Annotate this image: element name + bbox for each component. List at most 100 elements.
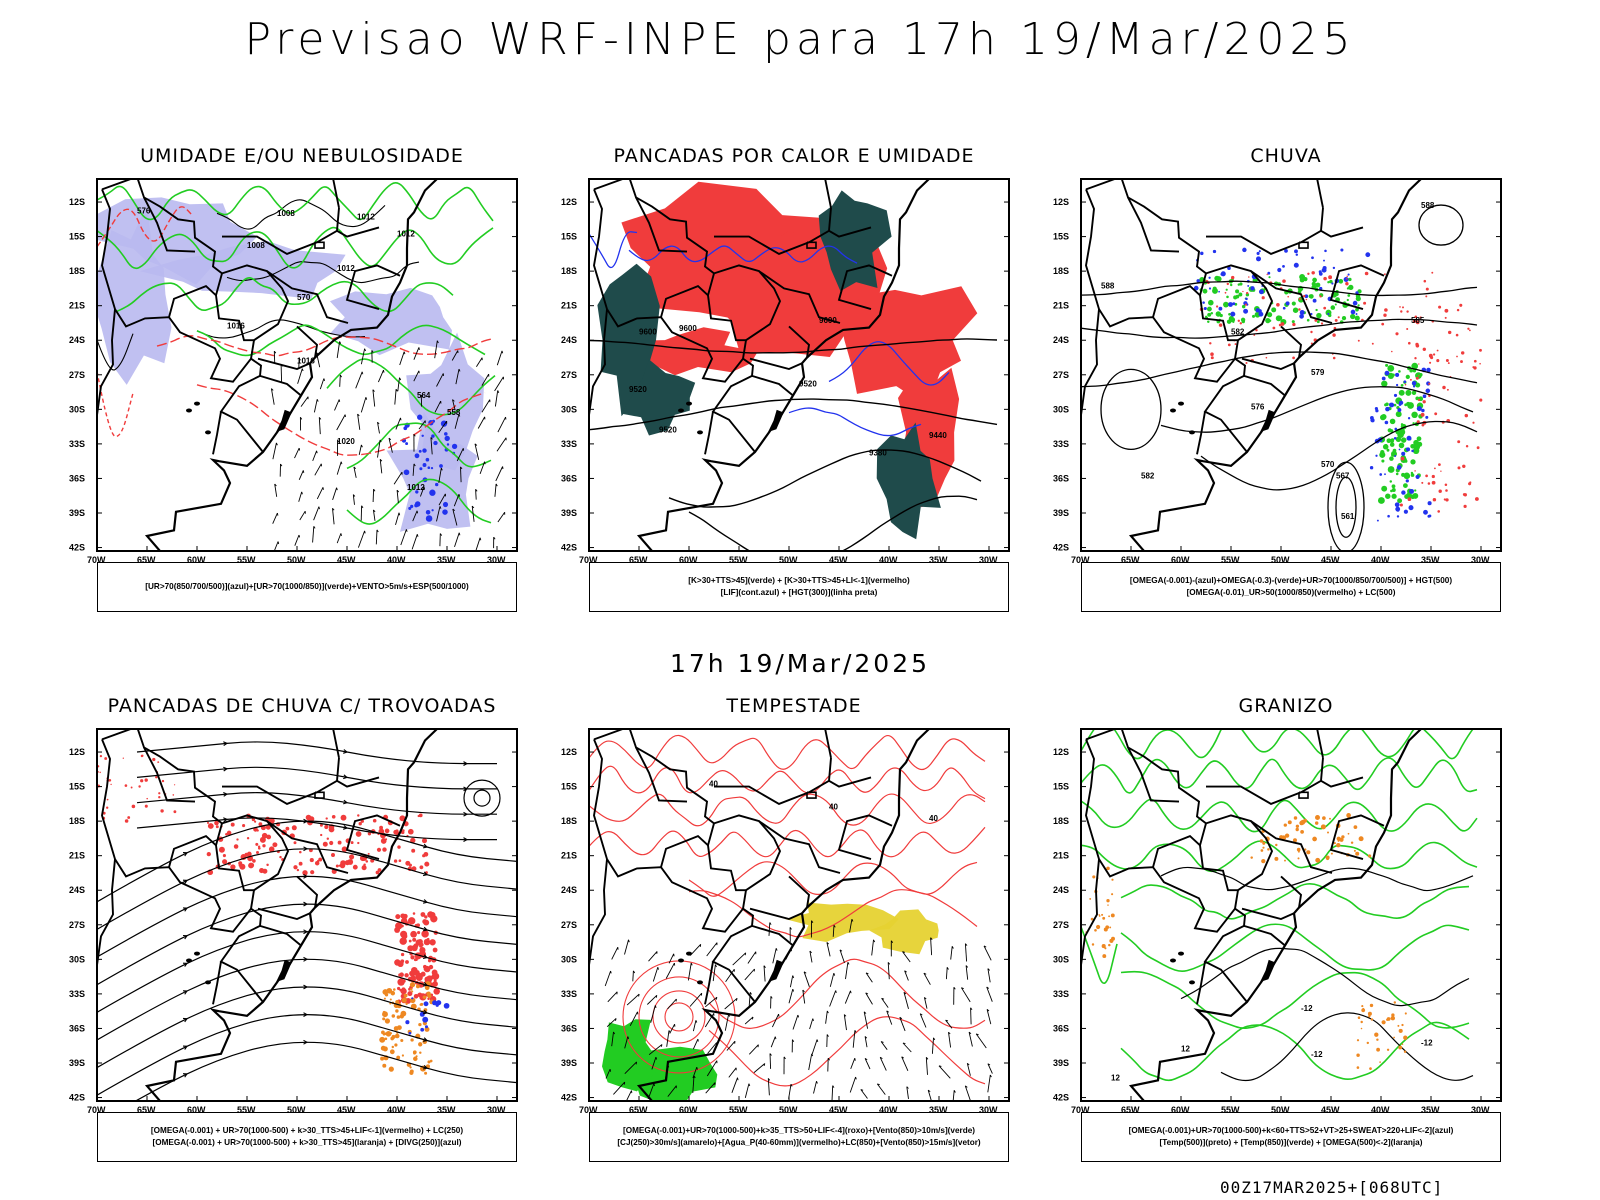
lake [686,951,692,956]
wind-vector [481,399,491,413]
shading-cell [1400,384,1404,387]
lon-tick-label: 60W [1171,555,1190,565]
shading-cell [409,1066,412,1069]
shading-cell [1370,1018,1374,1021]
wind-vector [903,992,909,1010]
wind-vector [336,533,342,544]
political-border [336,226,380,238]
distrito-federal [1298,241,1309,249]
wind-vector-head [948,1031,951,1035]
shading-cell [104,757,108,760]
panel-tempestade: TEMPESTADE 40 40 40 12S 15S 18S 21S 24S 27S 30S 33… [544,695,1044,1195]
wind-vector [438,468,442,483]
shading-cell [1403,509,1409,514]
lat-tick-label: 30S [561,954,577,964]
shading-cell [1316,320,1320,324]
shading-cell [1415,320,1420,325]
shading-cell [1393,393,1398,397]
contour-label: 582 [1141,471,1155,480]
wind-vector [396,490,399,504]
wind-vector [931,1037,934,1054]
streamline-arrow [422,871,429,877]
wind-vector [687,962,692,981]
lat-tick-label: 18S [1053,266,1069,276]
wind-vector [792,1014,799,1030]
wind-vector-head [789,927,792,930]
shading-cell [1318,270,1322,274]
lagoa-dos-patos [768,409,784,433]
wind-vector-head [361,505,364,509]
shading-cell [429,1059,433,1063]
shading-cell [1335,292,1339,297]
wind-vector-head [657,967,659,970]
shading-cell [1324,249,1327,253]
wind-vector [865,992,873,1005]
shading-cell [206,851,211,857]
wind-vector-head [961,987,964,990]
shading-cell [1414,315,1418,319]
shading-cell [427,1060,431,1064]
political-border [221,814,290,891]
shading-cell [1410,459,1416,465]
shading-cell [1334,303,1337,306]
shading-cell [242,824,246,828]
shading-cell [400,959,405,964]
shading-cell [1261,296,1265,300]
shading-cell [1427,501,1432,506]
shading-cell [431,434,435,438]
shading-cell [1407,341,1411,345]
lat-tick-label: 21S [561,301,577,311]
shading-cell [407,945,414,952]
shading-cell [1293,262,1299,268]
shading-cell [1369,466,1374,470]
shading-cell [1391,373,1395,377]
shading-cell [1421,408,1425,413]
shading-cell [1258,250,1261,253]
wind-vector [724,1014,730,1031]
shading-cell [173,810,177,814]
wind-vector [397,377,400,392]
shading-cell [1299,820,1304,826]
shading-cell [1323,259,1325,262]
shading-cell [1412,319,1417,324]
wind-vector [436,506,441,522]
wind-vector-head [360,444,363,448]
wind-vector [788,988,794,1004]
shading-cell [1468,482,1472,486]
shading-cell [322,841,328,847]
shading-cell [1284,859,1286,862]
streamline-arrow [463,761,469,766]
shading-cell [146,797,148,800]
lat-tick-label: 36S [1053,1023,1069,1033]
jet-yellow-shading [784,902,899,942]
shading-cell [1433,467,1436,470]
wind-vector [332,508,335,525]
humidity-850-shading [97,205,172,385]
shading-cell [446,443,450,446]
shading-cell [1394,455,1397,457]
political-border [593,189,744,383]
shading-cell [400,952,405,957]
wind-vector [747,951,757,964]
wind-vector-head [361,371,364,375]
political-border [1206,757,1324,805]
political-border [296,875,319,908]
wind-vector-head [833,973,836,976]
shading-cell [1287,295,1289,298]
political-border [1280,875,1303,908]
shading-cell [1394,427,1398,431]
panel-umidade: UMIDADE E/OU NEBULOSIDADE 1008 1008 1012 10… [52,145,552,645]
wind-vector [624,1036,629,1049]
political-border [101,179,264,453]
lon-tick-label: 55W [729,1105,748,1115]
shading-cell [403,426,408,431]
shading-cell [1293,816,1298,820]
political-border [1127,746,1180,803]
lon-tick-label: 65W [629,555,648,565]
distrito-federal [806,241,817,249]
shading-cell [1244,303,1247,306]
contour-label: 40 [829,803,838,812]
wind-vector [626,993,640,1006]
shading-cell [410,1003,417,1010]
wind-vector [388,437,393,453]
